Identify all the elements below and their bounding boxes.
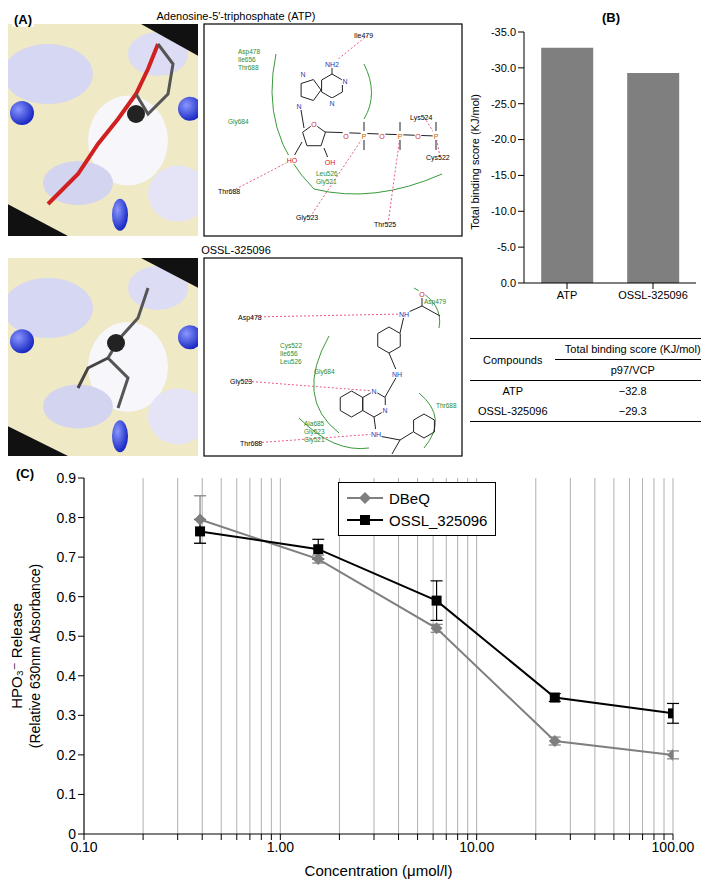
svg-text:O: O <box>379 133 385 140</box>
svg-text:Ala685Gly523Gly521: Ala685Gly523Gly521 <box>304 420 325 444</box>
svg-text:N: N <box>371 388 376 395</box>
svg-text:Asp479: Asp479 <box>424 298 446 306</box>
svg-text:0.7: 0.7 <box>57 549 77 565</box>
html-text:DBeQ: DBeQ <box>389 489 430 507</box>
svg-text:Total binding score (KJ/mol): Total binding score (KJ/mol) <box>469 94 481 230</box>
svg-text:Thr688: Thr688 <box>436 402 457 409</box>
svg-text:NH: NH <box>399 311 409 318</box>
svg-text:0.10: 0.10 <box>70 838 98 855</box>
svg-text:-5.0: -5.0 <box>497 241 516 253</box>
svg-text:Thr688: Thr688 <box>240 440 262 447</box>
svg-text:-15.0: -15.0 <box>491 169 516 181</box>
svg-text:N: N <box>296 103 301 110</box>
svg-text:0.2: 0.2 <box>57 747 77 763</box>
svg-text:0.0: 0.0 <box>501 277 516 289</box>
svg-text:ATP: ATP <box>557 289 578 301</box>
svg-text:-10.0: -10.0 <box>491 205 516 217</box>
svg-text:0: 0 <box>68 826 76 842</box>
svg-text:0.9: 0.9 <box>57 470 77 486</box>
svg-text:(Relative 630nm Absorbance): (Relative 630nm Absorbance) <box>27 564 43 748</box>
svg-text:P: P <box>362 133 367 140</box>
svg-text:Thr525: Thr525 <box>374 221 396 228</box>
html-text:(C): (C) <box>16 466 34 481</box>
svg-text:0.4: 0.4 <box>57 668 77 684</box>
svg-text:1.00: 1.00 <box>267 839 294 855</box>
svg-text:O: O <box>419 291 425 298</box>
svg-text:Adenosine-5′-triphosphate (ATP: Adenosine-5′-triphosphate (ATP) <box>157 10 316 22</box>
svg-text:OSSL-325096: OSSL-325096 <box>201 244 271 256</box>
svg-text:P: P <box>434 133 439 140</box>
svg-text:100.00: 100.00 <box>652 839 695 855</box>
svg-text:Cys522Ile656Leu526: Cys522Ile656Leu526 <box>280 342 302 365</box>
html-text:OSSL-325096: OSSL-325096 <box>477 405 548 417</box>
html-text:−29.3: −29.3 <box>618 405 647 417</box>
svg-text:O: O <box>343 133 349 140</box>
svg-text:N: N <box>382 407 387 414</box>
html-text:(A): (A) <box>14 12 32 27</box>
svg-text:Thr688: Thr688 <box>218 188 240 195</box>
svg-text:Gly684: Gly684 <box>228 118 249 126</box>
html-text:Concentration (μmol/l): Concentration (μmol/l) <box>304 862 453 879</box>
svg-text:-35.0: -35.0 <box>491 26 516 38</box>
svg-text:-30.0: -30.0 <box>491 62 516 74</box>
svg-text:0.6: 0.6 <box>57 589 77 605</box>
svg-text:Gly684: Gly684 <box>314 368 335 376</box>
svg-text:Gly523: Gly523 <box>230 378 252 386</box>
html-text:p97/VCP: p97/VCP <box>610 364 655 376</box>
html-text:Total binding score (KJ/mol): Total binding score (KJ/mol) <box>564 343 701 355</box>
html-text:(B): (B) <box>602 10 620 25</box>
html-text:−32.8: −32.8 <box>618 385 647 397</box>
svg-text:-25.0: -25.0 <box>491 98 516 110</box>
svg-text:NH: NH <box>371 431 381 438</box>
svg-text:N: N <box>342 78 347 85</box>
svg-text:0.5: 0.5 <box>57 628 77 644</box>
svg-text:Lys524: Lys524 <box>410 114 432 122</box>
svg-text:P: P <box>398 133 403 140</box>
svg-text:O: O <box>415 133 421 140</box>
svg-text:NH2: NH2 <box>325 61 339 68</box>
svg-text:Asp478Ile656Thr688: Asp478Ile656Thr688 <box>238 48 260 71</box>
svg-text:Gly523: Gly523 <box>296 214 318 222</box>
svg-text:N: N <box>300 71 305 78</box>
svg-text:OH: OH <box>325 159 336 166</box>
svg-text:HO: HO <box>287 157 298 164</box>
svg-text:O: O <box>311 121 317 128</box>
svg-text:OSSL-325096: OSSL-325096 <box>618 289 688 301</box>
svg-text:Ile479: Ile479 <box>354 32 373 39</box>
svg-text:0.1: 0.1 <box>57 786 77 802</box>
svg-text:0.3: 0.3 <box>57 707 77 723</box>
svg-text:NH: NH <box>392 371 402 378</box>
svg-text:Leu526Gly521: Leu526Gly521 <box>316 170 338 186</box>
svg-text:HPO₃⁻ Release: HPO₃⁻ Release <box>8 603 25 709</box>
svg-text:Asp478: Asp478 <box>238 314 262 322</box>
svg-text:N: N <box>329 100 334 107</box>
svg-text:10.00: 10.00 <box>459 839 494 855</box>
svg-text:Cys522: Cys522 <box>426 154 450 162</box>
html-text:OSSL_325096: OSSL_325096 <box>389 511 488 529</box>
svg-text:0.8: 0.8 <box>57 510 77 526</box>
html-text:Compounds: Compounds <box>483 353 543 366</box>
svg-text:-20.0: -20.0 <box>491 133 516 145</box>
html-text:ATP: ATP <box>502 385 523 397</box>
